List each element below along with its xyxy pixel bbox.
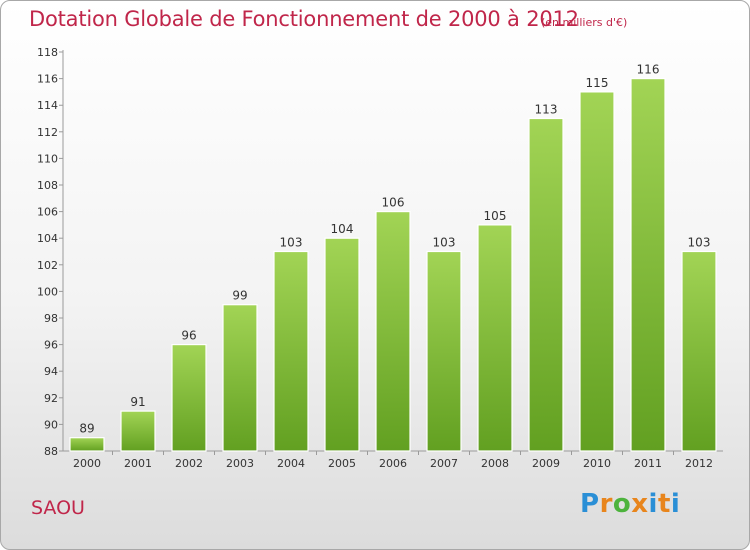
x-tick-label: 2004 bbox=[277, 457, 305, 470]
labels: 89 2000 91 2001 96 2002 99 2003 103 2004 104 2005 10… bbox=[73, 63, 713, 470]
bar bbox=[630, 77, 666, 452]
x-tick-label: 2003 bbox=[226, 457, 254, 470]
bars bbox=[69, 77, 717, 452]
bar-value-label: 113 bbox=[535, 103, 558, 117]
bar bbox=[681, 250, 717, 452]
bar-value-label: 103 bbox=[688, 236, 711, 250]
bar-value-label: 103 bbox=[433, 236, 456, 250]
bar bbox=[375, 211, 411, 452]
y-tick-label: 116 bbox=[37, 73, 58, 86]
logo-letter: t bbox=[657, 489, 671, 519]
x-tick-label: 2009 bbox=[532, 457, 560, 470]
x-tick-label: 2005 bbox=[328, 457, 356, 470]
bar-value-label: 89 bbox=[79, 422, 94, 436]
logo-letter: o bbox=[612, 489, 632, 519]
bar bbox=[273, 250, 309, 452]
chart-title: Dotation Globale de Fonctionnement de 20… bbox=[29, 7, 579, 31]
logo-letter: P bbox=[580, 489, 600, 519]
logo-letter: r bbox=[599, 489, 613, 519]
logo-letter: i bbox=[670, 489, 681, 519]
bar-value-label: 105 bbox=[484, 209, 507, 223]
bar-value-label: 91 bbox=[130, 395, 145, 409]
x-tick-label: 2007 bbox=[430, 457, 458, 470]
bar bbox=[171, 344, 207, 452]
bar bbox=[528, 117, 564, 452]
commune-name: SAOU bbox=[31, 497, 85, 519]
bar-value-label: 96 bbox=[181, 329, 196, 343]
bar-value-label: 99 bbox=[232, 289, 247, 303]
x-tick-label: 2006 bbox=[379, 457, 407, 470]
logo-letter: i bbox=[648, 489, 658, 519]
y-tick-label: 112 bbox=[37, 126, 58, 139]
y-tick-label: 104 bbox=[37, 232, 58, 245]
bar bbox=[69, 437, 105, 452]
y-tick-label: 118 bbox=[37, 46, 58, 59]
x-tick-label: 2012 bbox=[685, 457, 713, 470]
y-tick-label: 98 bbox=[44, 312, 58, 325]
bar bbox=[324, 237, 360, 452]
bar bbox=[120, 410, 156, 452]
bar bbox=[477, 224, 513, 452]
y-tick-label: 100 bbox=[37, 285, 58, 298]
x-tick-label: 2000 bbox=[73, 457, 101, 470]
x-tick-label: 2001 bbox=[124, 457, 152, 470]
y-tick-label: 92 bbox=[44, 392, 58, 405]
bar-value-label: 103 bbox=[280, 236, 303, 250]
y-tick-label: 88 bbox=[44, 445, 58, 458]
bar bbox=[222, 304, 258, 452]
bar-value-label: 104 bbox=[331, 222, 354, 236]
axes: 88 90 92 94 96 98 100 102 104 106 108 110 112 114 116 1… bbox=[37, 46, 723, 458]
y-tick-label: 114 bbox=[37, 99, 58, 112]
proxiti-logo: Proxiti bbox=[580, 489, 680, 519]
chart-subtitle: (en milliers d'€) bbox=[541, 16, 628, 29]
x-tick-label: 2011 bbox=[634, 457, 662, 470]
x-tick-label: 2008 bbox=[481, 457, 509, 470]
y-tick-label: 90 bbox=[44, 418, 58, 431]
bar bbox=[579, 91, 615, 452]
bar-value-label: 115 bbox=[586, 76, 609, 90]
x-tick-label: 2002 bbox=[175, 457, 203, 470]
bar-value-label: 106 bbox=[382, 196, 405, 210]
y-tick-label: 108 bbox=[37, 179, 58, 192]
bar-value-label: 116 bbox=[637, 63, 660, 77]
y-tick-label: 102 bbox=[37, 259, 58, 272]
logo-letter: x bbox=[631, 489, 649, 519]
y-tick-label: 110 bbox=[37, 152, 58, 165]
y-tick-label: 94 bbox=[44, 365, 58, 378]
y-tick-label: 106 bbox=[37, 206, 58, 219]
bar bbox=[426, 250, 462, 452]
y-tick-label: 96 bbox=[44, 339, 58, 352]
x-tick-label: 2010 bbox=[583, 457, 611, 470]
